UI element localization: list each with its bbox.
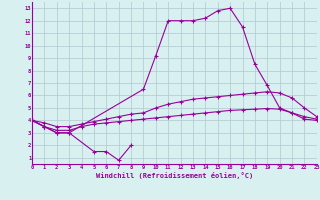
X-axis label: Windchill (Refroidissement éolien,°C): Windchill (Refroidissement éolien,°C)	[96, 172, 253, 179]
